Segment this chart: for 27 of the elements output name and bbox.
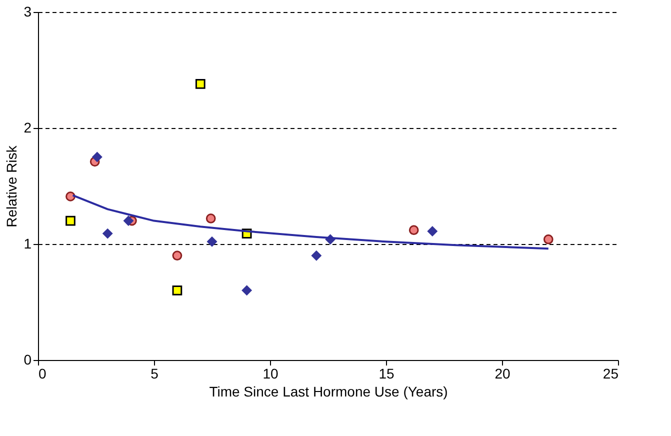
point [206,214,216,224]
x-tick-label: 20 [494,366,510,382]
point [311,250,322,261]
point [242,285,252,296]
point [66,192,76,202]
point [195,78,206,89]
y-tick-label: 3 [24,4,32,20]
point [543,234,554,244]
point [172,250,182,261]
y-axis-title: Relative Risk [4,144,20,228]
x-tick-label: 5 [150,366,159,382]
x-tick-label: 25 [602,366,619,382]
point [427,226,438,236]
point [102,228,113,238]
y-tick-label: 0 [24,352,32,368]
x-tick-label: 0 [38,366,46,382]
point [124,216,134,226]
y-tick-label: 2 [24,120,32,136]
point [172,285,182,296]
x-tick-label: 10 [262,366,278,382]
point [92,152,102,162]
point [66,216,76,226]
y-tick-label: 1 [24,236,32,252]
point [207,236,217,247]
x-tick-label: 15 [378,366,394,382]
point [408,225,419,236]
x-axis-title: Time Since Last Hormone Use (Years) [209,384,448,400]
